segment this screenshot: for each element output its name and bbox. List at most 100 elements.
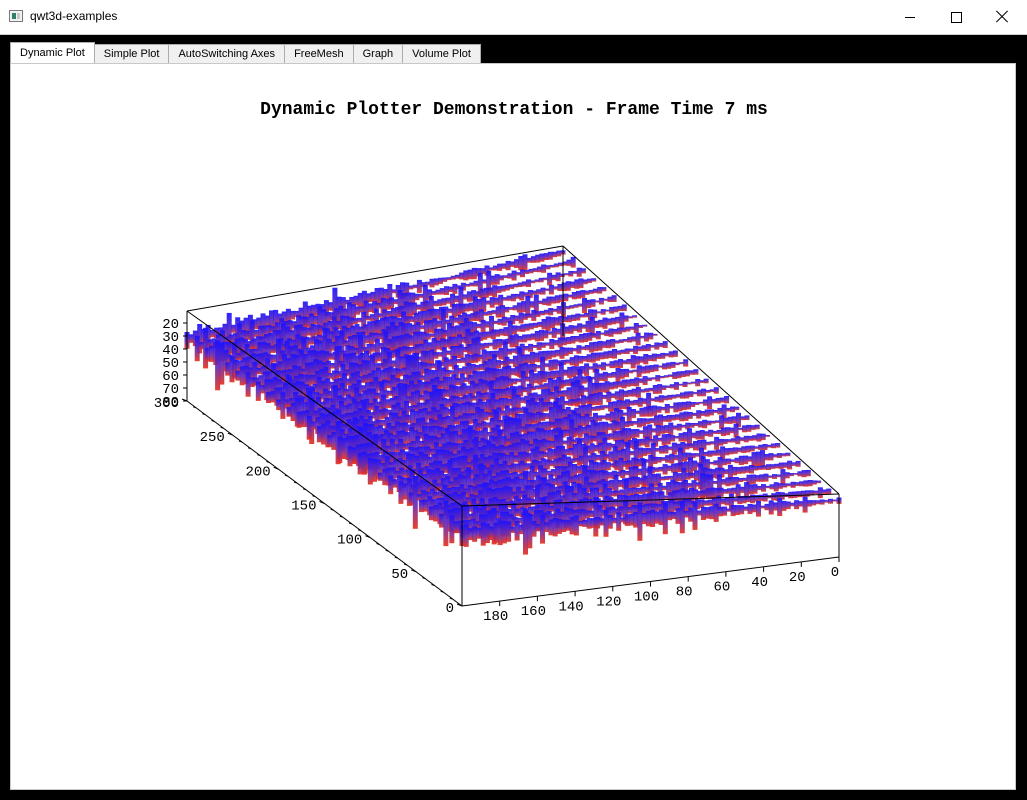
surface-bar: [251, 338, 257, 350]
surface-bar: [460, 303, 466, 314]
surface-bar: [538, 351, 544, 363]
surface-bar: [397, 458, 403, 475]
surface-bar: [693, 369, 699, 375]
surface-bar: [546, 371, 552, 380]
surface-bar: [705, 507, 711, 519]
left-axis-minor-tick: [266, 461, 270, 463]
surface-bar: [613, 360, 619, 368]
surface-bar: [615, 490, 621, 496]
surface-bar: [570, 458, 576, 463]
surface-bar: [758, 494, 764, 501]
surface-bar: [442, 329, 448, 337]
surface-bar: [700, 411, 706, 416]
surface-bar: [367, 303, 373, 313]
surface-bar: [751, 452, 757, 467]
surface-bar: [582, 405, 588, 417]
surface-bar: [573, 515, 579, 536]
surface-bar: [348, 317, 354, 328]
surface-bar: [697, 440, 703, 451]
surface-bar: [384, 417, 390, 429]
surface-bar: [376, 459, 382, 480]
surface-bar: [317, 306, 323, 337]
surface-bar: [553, 263, 559, 268]
surface-bar: [503, 398, 508, 409]
surface-bar: [592, 482, 598, 490]
surface-bar: [465, 401, 470, 419]
front-axis-tick-label: 20: [789, 570, 806, 586]
surface-bar: [426, 309, 432, 324]
surface-bar: [383, 289, 389, 299]
tab-volume-plot[interactable]: Volume Plot: [403, 44, 481, 64]
surface-bar: [510, 526, 516, 533]
surface-mesh: [184, 250, 842, 555]
surface-bar: [324, 398, 330, 414]
surface-bar: [461, 428, 467, 451]
maximize-button[interactable]: [933, 0, 979, 34]
surface-bar: [524, 323, 530, 331]
surface-bar: [365, 360, 371, 380]
surface-bar: [518, 524, 524, 535]
surface-bar: [412, 284, 418, 289]
surface-bar: [367, 373, 373, 384]
surface-bar: [528, 343, 534, 352]
surface-bar: [517, 335, 523, 343]
surface-bar: [691, 432, 697, 439]
surface-bar: [347, 403, 353, 419]
surface-bar: [740, 416, 746, 421]
surface-bar: [648, 438, 654, 443]
surface-bar: [367, 458, 373, 485]
surface-bar: [510, 368, 516, 376]
surface-bar: [411, 371, 417, 390]
surface-bar: [601, 460, 607, 475]
box-edge: [562, 245, 840, 495]
surface-bar: [695, 430, 701, 440]
left-axis-tick-label: 150: [291, 499, 316, 515]
surface-bar: [355, 355, 361, 368]
left-axis-minor-tick: [312, 495, 316, 498]
surface-bar: [594, 487, 600, 506]
minimize-button[interactable]: [887, 0, 933, 34]
surface-bar: [819, 499, 825, 505]
surface-bar: [669, 499, 675, 515]
left-axis-tick: [227, 432, 234, 436]
surface-bar: [535, 365, 541, 369]
surface-bar: [379, 343, 385, 349]
tab-dynamic-plot[interactable]: Dynamic Plot: [10, 42, 95, 64]
surface-bar: [763, 473, 769, 482]
surface-bar: [266, 392, 271, 403]
tab-simple-plot[interactable]: Simple Plot: [94, 44, 170, 64]
surface-bar: [359, 376, 364, 383]
surface-bar: [276, 399, 282, 411]
surface-bar: [336, 371, 342, 378]
surface-bar: [470, 313, 476, 321]
surface-bar: [597, 287, 603, 294]
close-button[interactable]: [979, 0, 1025, 34]
surface-bar: [585, 396, 591, 404]
surface-bar: [350, 372, 356, 393]
surface-bar: [480, 371, 486, 385]
surface-bar: [466, 362, 472, 378]
surface-bar: [286, 407, 292, 417]
surface-bar: [373, 376, 379, 400]
surface-bar: [684, 443, 690, 450]
surface-bar: [621, 327, 627, 333]
left-axis-minor-tick: [348, 522, 353, 525]
left-axis-minor-tick: [220, 426, 224, 429]
surface-bar: [428, 418, 434, 432]
surface-bar: [649, 365, 655, 373]
plot-panel[interactable]: Dynamic Plotter Demonstration - Frame Ti…: [10, 63, 1016, 790]
tab-graph[interactable]: Graph: [353, 44, 404, 64]
surface-bar: [328, 398, 334, 411]
surface-bar: [767, 495, 772, 499]
surface-bar: [522, 334, 528, 343]
tab-freemesh[interactable]: FreeMesh: [285, 44, 354, 64]
surface-bar: [709, 389, 715, 393]
title-bar[interactable]: qwt3d-examples: [0, 0, 1027, 35]
surface-bar: [682, 381, 688, 387]
surface-bar: [236, 353, 242, 360]
surface-bar: [391, 336, 397, 353]
surface-bar: [521, 451, 527, 465]
tab-autoswitching-axes[interactable]: AutoSwitching Axes: [169, 44, 286, 64]
surface-bar: [334, 308, 340, 324]
